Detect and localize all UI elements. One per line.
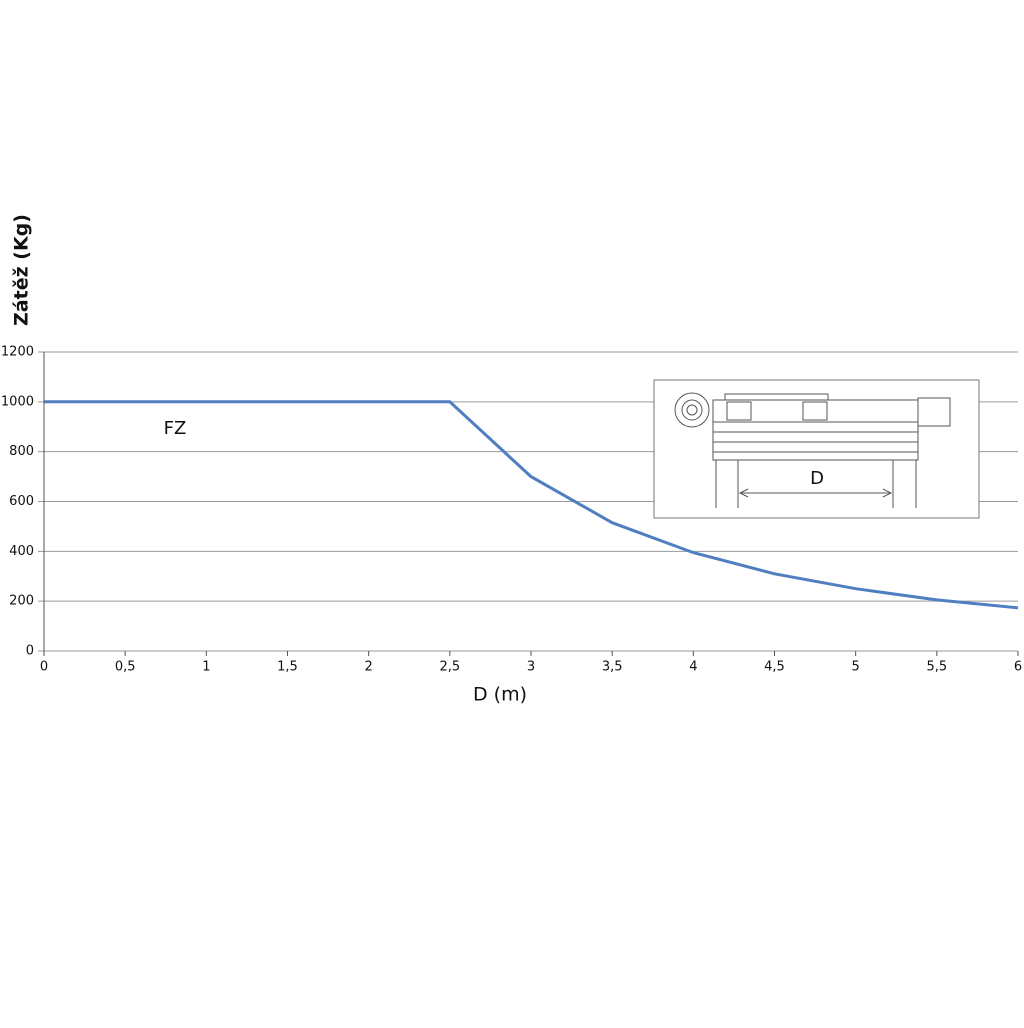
- x-tick-label: 4,5: [764, 660, 785, 675]
- x-tick-label: 0,5: [115, 660, 136, 675]
- x-tick-label: 0: [40, 660, 48, 675]
- inset-label: D: [810, 468, 824, 489]
- x-tick-label: 3,5: [602, 660, 623, 675]
- y-tick-label: 200: [9, 594, 34, 609]
- y-tick-label: 600: [9, 494, 34, 509]
- y-tick-label: 1000: [1, 394, 34, 409]
- x-tick-label: 1: [202, 660, 210, 675]
- x-tick-label: 4: [689, 660, 697, 675]
- x-axis-title: D (m): [473, 684, 527, 706]
- x-tick-label: 3: [527, 660, 535, 675]
- x-tick-label: 5: [852, 660, 860, 675]
- x-tick-label: 5,5: [926, 660, 947, 675]
- y-tick-label: 800: [9, 444, 34, 459]
- x-tick-label: 6: [1014, 660, 1022, 675]
- y-axis-title: Zátěž (Kg): [11, 214, 33, 326]
- x-tick-label: 1,5: [277, 660, 298, 675]
- y-tick-label: 0: [26, 644, 34, 659]
- series-label: FZ: [164, 418, 187, 439]
- x-tick-label: 2,5: [439, 660, 460, 675]
- data-line: [44, 400, 1019, 610]
- inset-diagram: [653, 379, 980, 519]
- x-tick-label: 2: [365, 660, 373, 675]
- y-tick-label: 1200: [1, 345, 34, 360]
- y-tick-label: 400: [9, 544, 34, 559]
